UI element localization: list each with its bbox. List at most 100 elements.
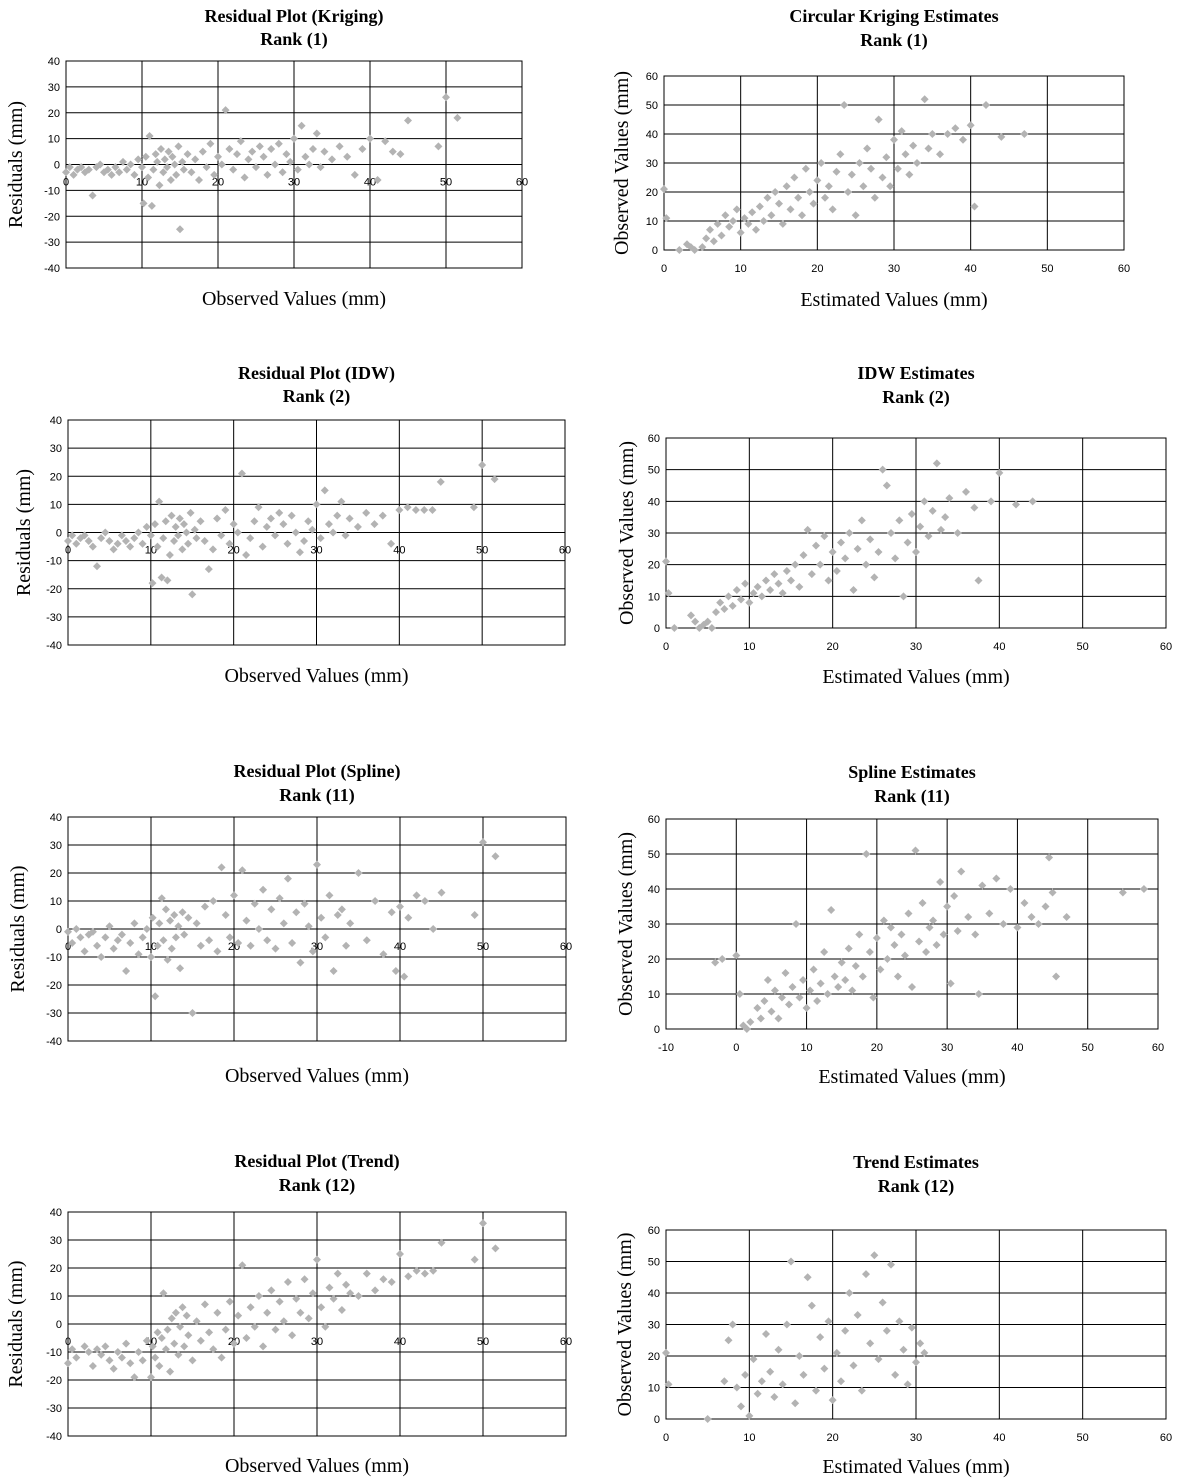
data-point [876, 965, 885, 974]
y-tick-label: -40 [46, 640, 62, 652]
data-point [234, 939, 243, 947]
data-point [139, 199, 148, 208]
data-point [911, 846, 920, 855]
data-point [766, 1367, 775, 1376]
data-point [159, 168, 168, 177]
x-tick-label: 60 [1118, 263, 1130, 275]
data-point [728, 1320, 737, 1329]
x-tick-label: 10 [136, 177, 148, 189]
data-point [890, 135, 898, 144]
data-point [491, 1244, 500, 1253]
x-tick-label: 10 [145, 941, 157, 953]
data-point [711, 958, 720, 967]
data-point [887, 1260, 895, 1269]
data-point [105, 1356, 114, 1365]
y-tick-label: 20 [48, 108, 60, 120]
data-point [163, 955, 172, 964]
data-point [757, 592, 766, 601]
data-point [250, 1322, 259, 1331]
data-point [68, 531, 77, 540]
data-point [225, 539, 234, 548]
data-point [899, 592, 908, 601]
data-point [420, 1269, 429, 1278]
x-tick-label: 40 [993, 1432, 1005, 1444]
data-point [970, 202, 979, 211]
plot-frame [665, 818, 1159, 1030]
data-point [337, 905, 346, 914]
data-point [217, 1353, 226, 1362]
data-point [184, 539, 193, 548]
data-point [64, 536, 72, 545]
data-point [233, 150, 241, 159]
data-point [126, 160, 135, 169]
y-tick-label: 60 [648, 433, 660, 445]
data-point [882, 153, 891, 162]
data-point [774, 1345, 783, 1354]
data-point [749, 1355, 758, 1364]
data-point [771, 188, 780, 196]
data-point [720, 1377, 729, 1386]
plot-frame [67, 1211, 567, 1437]
data-point [412, 1266, 421, 1275]
x-tick-label: 60 [1160, 1432, 1172, 1444]
data-point [217, 531, 226, 540]
data-point [858, 972, 867, 981]
data-point [791, 560, 800, 569]
y-axis-title: Residuals (mm) [5, 1260, 27, 1387]
data-point [309, 144, 317, 153]
data-point [792, 920, 801, 928]
data-point [866, 535, 875, 544]
y-tick-label: 30 [648, 919, 660, 931]
data-point [675, 246, 684, 254]
data-point [379, 1275, 388, 1284]
data-point [343, 152, 352, 161]
data-point [286, 157, 295, 166]
data-point [1041, 902, 1050, 911]
data-point [101, 933, 110, 942]
data-point [886, 182, 895, 191]
x-tick-label: 50 [440, 177, 452, 189]
chart-title: Residual Plot (Spline) [233, 761, 400, 782]
data-point [278, 168, 287, 177]
data-point [851, 211, 860, 220]
data-point [1020, 130, 1029, 138]
data-point [196, 517, 205, 526]
data-point [820, 532, 829, 541]
data-point [304, 922, 313, 931]
data-point [191, 155, 200, 164]
data-point [388, 147, 397, 156]
data-point [188, 1009, 197, 1017]
data-point [72, 539, 81, 548]
chart-title: Spline Estimates [848, 762, 976, 782]
data-point [845, 1289, 854, 1297]
data-point [312, 129, 321, 138]
data-point [317, 1303, 326, 1312]
chart-subtitle: Rank (12) [878, 1176, 955, 1197]
data-point [786, 205, 795, 214]
chart-subtitle: Rank (12) [279, 1175, 356, 1196]
data-point [379, 950, 388, 959]
data-point [778, 219, 787, 228]
y-tick-label: 30 [50, 840, 62, 852]
data-point [491, 852, 500, 861]
x-tick-label: 50 [1077, 641, 1089, 653]
data-point [84, 536, 93, 545]
data-point [918, 899, 927, 907]
plot-frame [665, 1229, 1167, 1420]
data-point [752, 225, 760, 234]
data-point [88, 191, 97, 200]
data-point [238, 866, 247, 875]
data-point [179, 520, 188, 529]
chart-title: Residual Plot (Kriging) [205, 6, 384, 27]
data-point [878, 1298, 887, 1307]
data-point [982, 101, 990, 109]
data-point [916, 1339, 925, 1348]
data-point [119, 157, 127, 166]
data-point [208, 545, 217, 554]
data-point [870, 573, 879, 582]
x-tick-label: 10 [735, 263, 747, 275]
data-point [816, 1333, 825, 1342]
data-point [97, 534, 106, 543]
data-point [717, 231, 726, 240]
data-point [859, 182, 868, 191]
